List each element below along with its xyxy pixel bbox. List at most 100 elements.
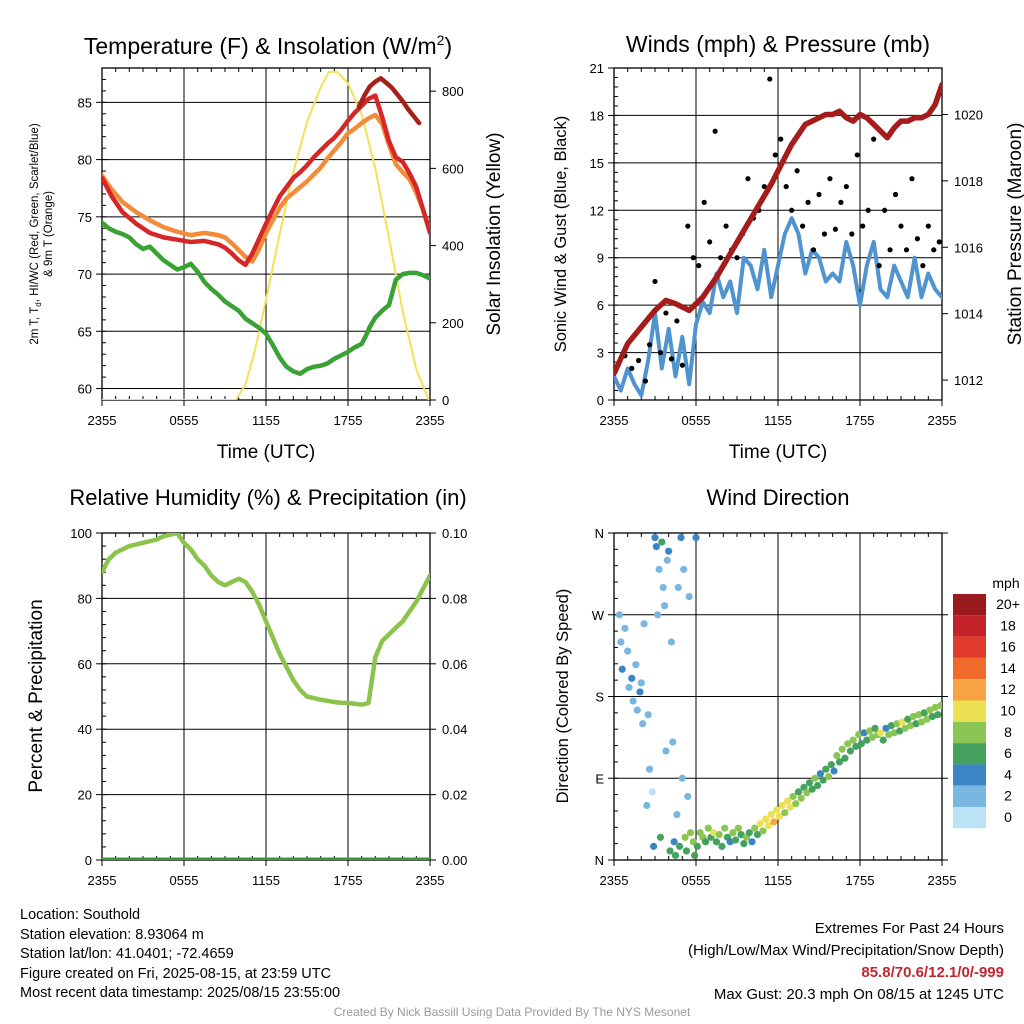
wind-direction-point: [710, 829, 718, 837]
x-axis-label: Time (UTC): [217, 442, 316, 463]
gust-point: [849, 231, 855, 237]
wind-direction-point: [655, 565, 663, 573]
gust-point: [832, 226, 839, 232]
wind-direction-point: [651, 533, 659, 542]
gust-point: [936, 239, 942, 245]
gust-point: [887, 247, 893, 253]
wind-direction-point: [751, 824, 759, 832]
gust-point: [789, 207, 795, 213]
y-tick-label: 21: [590, 61, 604, 76]
legend-label: 0: [1004, 809, 1012, 825]
wind-direction-point: [721, 824, 729, 832]
gust-point: [629, 365, 635, 371]
legend-swatch: [953, 785, 986, 807]
wind-direction-point: [660, 602, 669, 610]
wind-direction-point: [898, 718, 906, 726]
wind-direction-point: [753, 830, 762, 839]
wind-direction-point: [917, 718, 926, 726]
wind-direction-point: [628, 674, 636, 682]
y-tick-label: E: [595, 771, 604, 786]
x-tick-label: 0555: [170, 873, 199, 888]
wind-direction-point: [665, 547, 673, 555]
wind-direction-point: [822, 765, 830, 773]
gust-point: [800, 223, 806, 229]
gust-point: [701, 199, 707, 205]
wind-direction-point: [684, 792, 692, 801]
wind-direction-point: [931, 703, 939, 712]
legend-swatch: [953, 700, 986, 722]
temperature-series-line-4: [356, 76, 422, 126]
plot-frame: [613, 67, 943, 401]
gust-point: [871, 136, 877, 142]
gust-point: [821, 231, 828, 237]
wind-direction-point: [775, 812, 783, 821]
wind-direction-point: [835, 758, 844, 766]
x-tick-label: 2355: [88, 873, 117, 888]
elevation-text: Station elevation: 8.93064 m: [20, 926, 204, 943]
sustained-wind-line: [614, 216, 942, 398]
legend-label: 20+: [996, 596, 1020, 612]
temperature-chart-title: Temperature (F) & Insolation (W/m2): [84, 32, 452, 59]
y-axis-label: Percent & Precipitation: [26, 599, 47, 792]
title-suffix: ): [444, 33, 452, 59]
wind-direction-point: [685, 592, 693, 601]
wind-direction-point: [770, 818, 778, 826]
wind-direction-point: [715, 830, 723, 839]
legend-label: 10: [1000, 703, 1016, 719]
wind-direction-point: [906, 721, 915, 730]
y-tick-label: 0: [597, 393, 604, 408]
y-tick-label: 80: [78, 591, 92, 606]
y2-axis-label: Station Pressure (Maroon): [1005, 123, 1024, 346]
wind-direction-point: [824, 772, 833, 781]
ylabel-part: , HI/WC (Red, Green, Scarlet/Blue): [29, 123, 41, 302]
wind-direction-point: [756, 820, 764, 828]
wind-direction-point: [686, 829, 695, 837]
legend-swatch: [953, 679, 986, 701]
y-tick-label: 3: [597, 346, 604, 361]
gust-point: [810, 247, 817, 253]
wind-direction-point: [865, 727, 874, 735]
wind-direction-point: [846, 747, 855, 755]
wind-direction-point: [773, 806, 781, 814]
x-tick-label: 0555: [682, 413, 711, 428]
gust-point: [707, 239, 713, 245]
wind-direction-point: [650, 842, 658, 850]
gust-point: [696, 263, 702, 269]
y-tick-label: 9: [597, 251, 604, 266]
legend-label: 6: [1004, 745, 1012, 761]
gust-point: [679, 362, 685, 368]
wind-direction-point: [682, 847, 691, 855]
wind-direction-point: [830, 767, 838, 775]
wind-direction-point: [663, 556, 671, 564]
temperature-series-line-3: [102, 93, 430, 268]
legend-swatch: [953, 615, 986, 637]
wind-direction-point: [778, 801, 786, 810]
y2-tick-label: 1016: [954, 240, 983, 255]
wind-direction-point: [617, 638, 625, 646]
wind-direction-point: [644, 711, 652, 719]
y-tick-label: N: [595, 853, 604, 868]
gust-point: [843, 183, 849, 190]
temperature-y-axis-label: 2m T, Td, HI/WC (Red, Green, Scarlet/Blu…: [29, 123, 55, 344]
wind-direction-chart-title: Wind Direction: [706, 485, 849, 510]
wind-direction-point: [882, 724, 890, 732]
y2-tick-label: 1020: [954, 107, 983, 122]
gust-point: [674, 318, 680, 324]
gust-point: [636, 357, 642, 364]
x-tick-label: 1155: [252, 873, 280, 888]
x-tick-label: 1155: [764, 873, 792, 888]
wind-direction-point: [639, 720, 647, 728]
gust-point: [876, 263, 882, 269]
wind-direction-point: [640, 620, 648, 628]
gust-point: [778, 136, 784, 142]
wind-direction-point: [666, 847, 674, 855]
y2-tick-label: 0.04: [442, 722, 467, 737]
wind-direction-point: [805, 779, 814, 787]
wind-direction-point: [767, 810, 775, 819]
legend-swatch: [953, 743, 986, 765]
wind-direction-point: [737, 830, 745, 839]
wind-direction-point: [814, 781, 822, 790]
y2-tick-label: 1018: [954, 174, 983, 189]
x-tick-label: 2355: [600, 413, 629, 428]
gust-point: [690, 255, 696, 261]
